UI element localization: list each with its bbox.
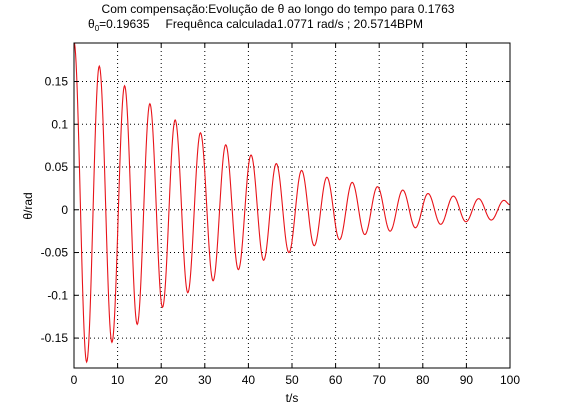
x-tick-label: 100: [500, 373, 520, 387]
x-axis-label: t/s: [286, 391, 299, 405]
theta-subscript: 0: [95, 24, 100, 33]
x-tick-label: 30: [198, 373, 212, 387]
chart-title-line1: Com compensação:Evolução de θ ao longo d…: [102, 2, 455, 16]
series-line: [74, 43, 510, 364]
x-tick-labels: 0 10 20 30 40 50 60 70 80 90 100: [71, 373, 521, 387]
x-tick-label: 80: [416, 373, 430, 387]
grid-lines: [74, 43, 510, 368]
x-tick-label: 40: [242, 373, 256, 387]
x-tick-label: 20: [155, 373, 169, 387]
y-tick-label: 0.1: [51, 117, 68, 131]
y-axis-label: θ/rad: [21, 192, 35, 219]
x-tick-label: 0: [71, 373, 78, 387]
x-tick-label: 50: [285, 373, 299, 387]
theta-symbol: θ: [88, 17, 95, 31]
y-tick-label: 0.05: [45, 160, 69, 174]
x-tick-label: 90: [460, 373, 474, 387]
series-group: [74, 43, 510, 364]
axes-background: [74, 43, 510, 368]
x-tick-label: 10: [111, 373, 125, 387]
y-tick-label: -0.15: [41, 331, 69, 345]
chart-title-line2: θ0=0.19635 Frequênca calculada1.0771 rad/…: [88, 17, 423, 33]
y-tick-label: -0.1: [47, 288, 68, 302]
x-tick-label: 60: [329, 373, 343, 387]
y-tick-label: -0.05: [41, 246, 69, 260]
x-tick-label: 70: [373, 373, 387, 387]
frequency-text: Frequênca calculada1.0771 rad/s ; 20.571…: [166, 17, 424, 31]
y-tick-label: 0.15: [45, 74, 69, 88]
tick-marks: [73, 43, 511, 368]
theta-value: =0.19635: [99, 17, 150, 31]
y-tick-labels: -0.15 -0.1 -0.05 0 0.05 0.1 0.15: [41, 74, 69, 345]
y-tick-label: 0: [61, 203, 68, 217]
plot-area: [73, 42, 511, 369]
